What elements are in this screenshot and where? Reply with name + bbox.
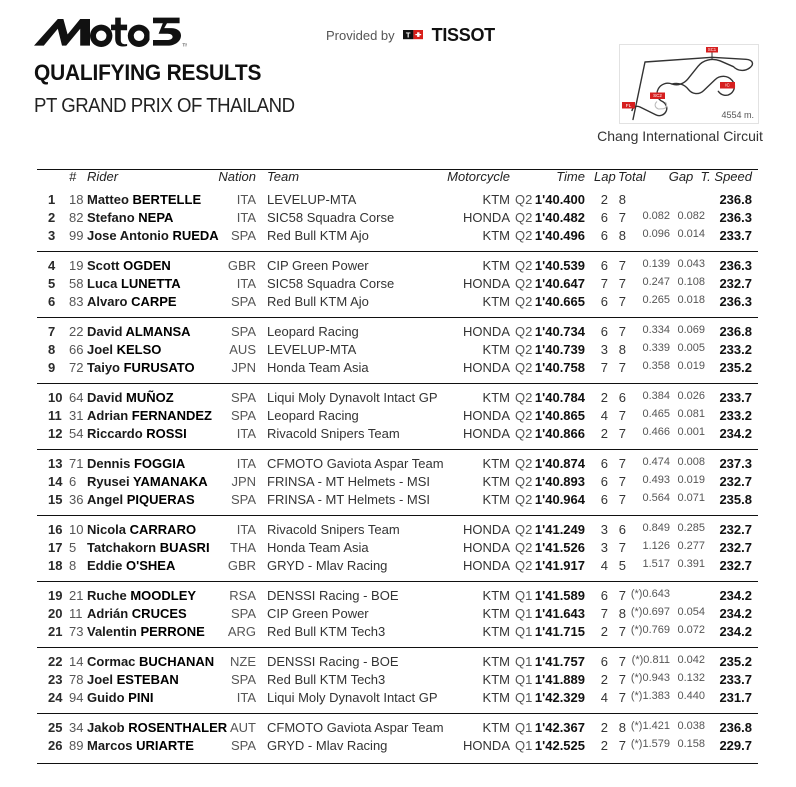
- svg-text:FL: FL: [626, 103, 632, 109]
- svg-text:T: T: [406, 31, 411, 40]
- svg-text:SC1: SC1: [708, 47, 717, 52]
- svg-text:IC: IC: [725, 83, 730, 88]
- svg-text:SC2: SC2: [653, 93, 662, 98]
- svg-text:TM: TM: [182, 42, 186, 48]
